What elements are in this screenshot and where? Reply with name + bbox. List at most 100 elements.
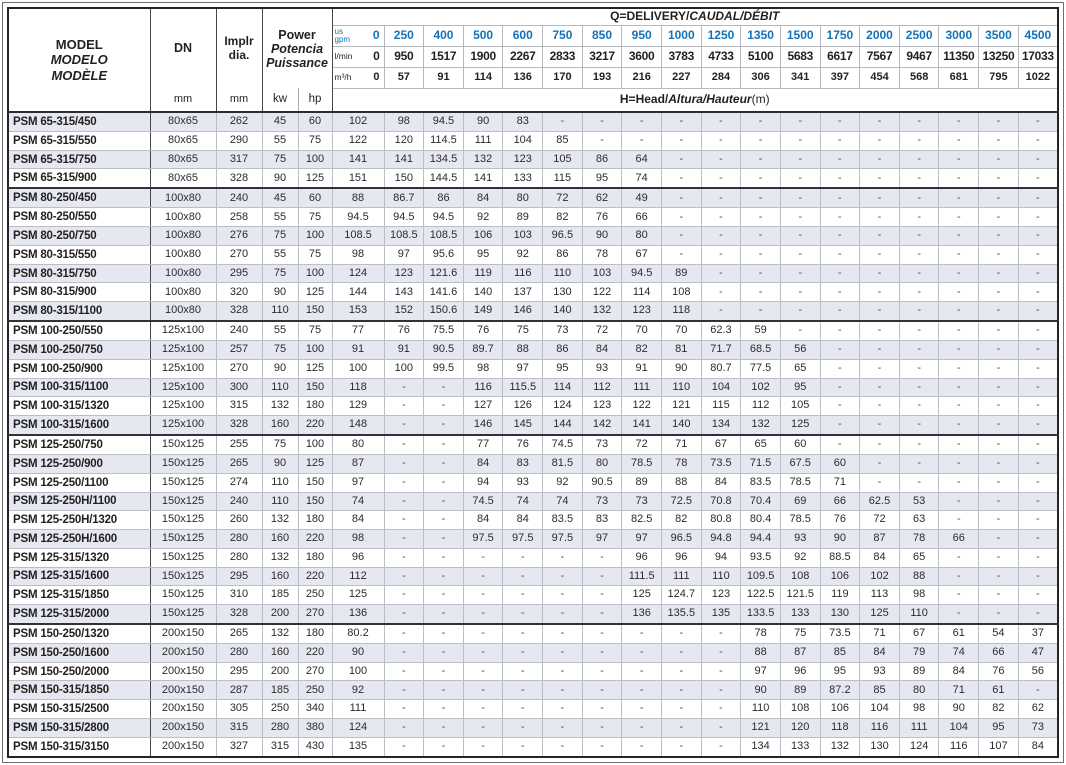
q-title-row: MODEL MODELO MODÈLE DN Implr dia. Power … (8, 8, 1058, 112)
kw-cell: 160 (261, 529, 299, 549)
table-body: PSM 65-315/450 80x65 262 45 60 102 98 94.5 90 83-… (8, 111, 1059, 758)
head-value-cell: 104 (502, 130, 544, 151)
head-value-cell: 80 (502, 187, 544, 209)
flow-gpm-value: 1500 (779, 24, 821, 47)
imp-cell: 328 (215, 604, 263, 625)
head-value-cell: 114.5 (423, 130, 464, 151)
head-value-cell: 133 (779, 736, 821, 758)
head-value-cell: 120 (779, 717, 821, 738)
model-cell: PSM 125-250H/1600 (8, 529, 151, 549)
head-value-cell: - (819, 207, 861, 228)
model-cell: PSM 150-250/2000 (8, 661, 151, 682)
model-cell: PSM 100-315/1600 (8, 415, 151, 436)
imp-cell: 240 (215, 320, 263, 342)
head-value-cell: 124 (898, 736, 940, 758)
table-row: PSM 100-315/1600 125x100 328 160 220 148- -146… (8, 415, 1059, 436)
head-value-cell: - (423, 604, 464, 625)
head-value-cell: - (660, 149, 702, 170)
head-value-cell: 74.5 (542, 434, 583, 456)
head-value-cell: - (898, 149, 940, 170)
head-value-cell: 84 (462, 510, 504, 531)
head-value-cell: 67 (621, 244, 662, 265)
imp-cell: 295 (215, 566, 263, 587)
head-value-cell: - (660, 642, 702, 663)
model-cell: PSM 80-315/550 (8, 244, 151, 265)
head-value-cell: - (700, 244, 742, 265)
head-value-cell: - (423, 661, 464, 682)
head-value-cell: 61 (938, 622, 980, 644)
head-value-cell: - (423, 491, 464, 512)
head-value-cell: 67 (898, 622, 940, 644)
head-value-cell: - (740, 111, 781, 132)
head-value-cell: - (938, 187, 980, 209)
head-value-cell: 80.8 (700, 510, 742, 531)
head-value-cell: - (660, 661, 702, 682)
kw-cell: 110 (261, 472, 299, 493)
head-value-cell: - (542, 585, 583, 606)
model-cell: PSM 80-315/1100 (8, 301, 151, 322)
head-value-cell: 37 (1017, 622, 1059, 644)
head-value-cell: 78.5 (779, 472, 821, 493)
head-value-cell: 85 (819, 642, 861, 663)
table-row: PSM 150-315/1850 200x150 287 185 250 92- - - - - -… (8, 680, 1059, 701)
head-value-cell: - (819, 377, 861, 398)
flow-m3h-value: 114 (462, 66, 504, 89)
head-value-cell: 132 (462, 149, 504, 170)
head-value-cell: 84 (938, 661, 980, 682)
head-value-cell: - (898, 396, 940, 417)
head-value-cell: - (423, 680, 464, 701)
head-value-cell: - (700, 680, 742, 701)
table-row: PSM 80-315/550 100x80 270 55 75 98 97 95.6 95 92 8… (8, 244, 1059, 265)
head-value-cell: - (740, 226, 781, 246)
head-value-cell: - (978, 149, 1019, 170)
head-value-cell: - (423, 642, 464, 663)
table-row: PSM 80-250/450 100x80 240 45 60 88 86.7 86 84 80 7… (8, 187, 1059, 209)
head-value-cell: 141 (331, 149, 385, 170)
head-value-cell: 89 (898, 661, 940, 682)
kw-cell: 250 (261, 699, 299, 719)
head-value-cell: - (383, 642, 425, 663)
head-value-cell: 98 (383, 111, 425, 132)
kw-cell: 90 (261, 282, 299, 303)
kw-cell: 132 (261, 510, 299, 531)
hp-cell: 125 (297, 168, 333, 189)
flow-lmin-value: l/min 0 (331, 45, 385, 68)
flow-m3h-value: 454 (859, 66, 900, 89)
head-value-cell: - (938, 415, 980, 436)
kw-cell: 45 (261, 111, 299, 132)
head-value-cell: 88 (660, 472, 702, 493)
head-value-cell: 98 (462, 358, 504, 379)
head-value-cell: - (423, 396, 464, 417)
head-value-cell: 107 (978, 736, 1019, 758)
model-cell: PSM 65-315/450 (8, 111, 151, 132)
table-row: PSM 150-250/2000 200x150 295 200 270 100- - - - -… (8, 661, 1059, 682)
impeller-column-header: Implr dia. (216, 8, 263, 88)
imp-cell: 328 (215, 168, 263, 189)
head-value-cell: - (978, 454, 1019, 474)
head-value-cell: 118 (331, 377, 385, 398)
hp-cell: 250 (297, 585, 333, 606)
head-value-cell: - (542, 699, 583, 719)
head-value-cell: - (462, 717, 504, 738)
head-value-cell: - (462, 604, 504, 625)
head-value-cell: 82.5 (621, 510, 662, 531)
table-row: PSM 65-315/450 80x65 262 45 60 102 98 94.5 90 83-… (8, 111, 1059, 132)
kw-cell: 280 (261, 717, 299, 738)
head-value-cell: 90 (938, 699, 980, 719)
head-value-cell: - (581, 680, 623, 701)
head-value-cell: 115.5 (502, 377, 544, 398)
head-value-cell: - (1017, 187, 1059, 209)
head-value-cell: - (423, 547, 464, 568)
head-value-cell: - (581, 604, 623, 625)
head-value-cell: 125 (779, 415, 821, 436)
head-value-cell: 92 (331, 680, 385, 701)
head-value-cell: - (660, 717, 702, 738)
head-value-cell: 73 (621, 491, 662, 512)
head-value-cell: - (898, 301, 940, 322)
head-value-cell: - (779, 320, 821, 342)
head-value-cell: 88 (898, 566, 940, 587)
head-value-cell: 88 (502, 340, 544, 360)
head-value-cell: 73 (581, 491, 623, 512)
head-value-cell: 123 (581, 396, 623, 417)
head-value-cell: - (700, 736, 742, 758)
